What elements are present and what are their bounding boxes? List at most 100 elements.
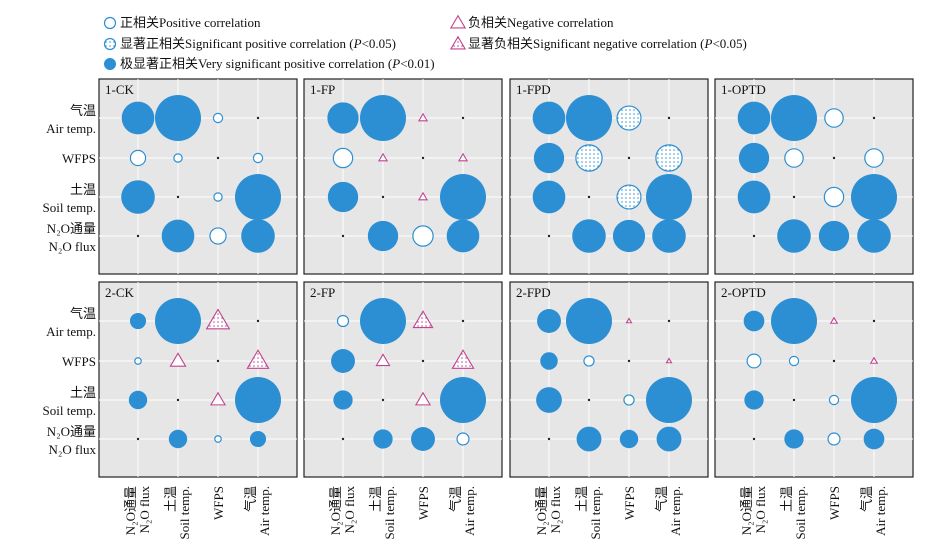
column-label-en: WFPS [622,486,637,520]
correlation-mark [784,429,804,449]
column-label: N₂O通量 N₂O flux [739,486,768,536]
correlation-mark [246,349,270,369]
correlation-mark [627,156,631,160]
correlation-mark [173,153,183,163]
correlation-mark [169,352,187,367]
correlation-mark [155,95,201,141]
legend-label-zh: 显著正相关 [120,36,185,51]
correlation-mark [121,180,155,214]
correlation-mark [777,219,811,253]
correlation-mark [417,191,429,201]
correlation-mark [209,391,227,406]
column-label-en: Soil temp. [382,486,397,539]
correlation-mark [375,353,391,367]
panel-1-optd: 1-OPTD [714,78,914,275]
correlation-mark [752,234,756,238]
legend-label-p: P [391,56,400,71]
correlation-mark [792,398,796,402]
row-label: WFPS [62,151,96,166]
correlation-mark [864,148,884,168]
correlation-mark [327,102,359,134]
correlation-mark [440,377,486,423]
correlation-mark [667,319,671,323]
correlation-mark [411,427,435,451]
correlation-mark [161,219,195,253]
legend: 正相关Positive correlation 负相关Negative corre… [103,14,747,71]
correlation-mark [616,184,642,210]
correlation-mark [532,101,566,135]
column-label: 土温 Soil temp. [779,486,808,539]
correlation-mark [547,437,551,441]
correlation-mark [646,174,692,220]
correlation-mark [212,112,224,124]
row-label-en: WFPS [62,354,96,369]
correlation-mark [213,192,223,202]
correlation-mark [155,298,201,344]
correlation-mark [417,112,429,122]
row-label-zh: 土温 [70,182,96,197]
column-label-zh: N₂O通量 [739,486,754,535]
column-label-en: WFPS [827,486,842,520]
correlation-mark [536,387,562,413]
correlation-mark [440,174,486,220]
correlation-mark [381,195,385,199]
correlation-mark [249,430,267,448]
legend-label-zh: 极显著正相关 [120,56,198,71]
column-label-en: Air temp. [668,486,683,536]
legend-symbol [449,14,467,29]
correlation-mark [121,101,155,135]
correlation-mark [583,355,595,367]
correlation-mark [241,219,275,253]
correlation-mark [532,180,566,214]
column-label: WFPS [211,486,226,520]
column-label: 气温 Air temp. [654,486,683,536]
panel-2-optd: 2-OPTD [714,281,914,478]
correlation-mark [572,219,606,253]
legend-label-en: Positive correlation [159,15,261,30]
panels: 1-CK 1-FP 1-FPD 1-OPTD 2-CK 2-FP 2-FPD 2-OPTD [98,78,914,478]
correlation-mark [656,426,682,452]
row-label: 气温 Air temp. [46,306,96,339]
legend-label-tail: <0.05) [712,36,746,51]
legend-symbol [103,37,117,51]
correlation-mark [587,195,591,199]
correlation-mark [537,309,561,333]
correlation-mark [857,219,891,253]
correlation-mark [771,298,817,344]
column-label: WFPS [416,486,431,520]
column-label: WFPS [827,486,842,520]
panel-1-fp: 1-FP [303,78,503,275]
column-label: 土温 Soil temp. [163,486,192,539]
row-label-en: Air temp. [46,324,96,339]
legend-item-positive: 正相关Positive correlation [103,15,261,30]
legend-item-very-sig-positive: 极显著正相关Very significant positive correlat… [104,56,435,71]
column-label-zh: 土温 [574,486,589,512]
row-label-zh: N₂O通量 [47,221,96,236]
legend-label-tail: <0.01) [400,56,434,71]
row-label-en: Soil temp. [43,403,96,418]
correlation-mark [752,437,756,441]
row-label: 土温 Soil temp. [43,385,96,418]
correlation-mark [828,394,840,406]
correlation-mark [863,428,885,450]
row-label-zh: 气温 [70,103,96,118]
correlation-mark [832,156,836,160]
correlation-mark [336,314,350,328]
column-label-en: Air temp. [873,486,888,536]
correlation-mark [412,310,434,329]
panel-title: 1-OPTD [721,82,766,97]
legend-label-en: Very significant positive correlation ( [198,56,392,71]
row-label-zh: 土温 [70,385,96,400]
row-label: 气温 Air temp. [46,103,96,136]
correlation-mark [655,144,683,172]
correlation-mark [851,377,897,423]
column-label: 土温 Soil temp. [574,486,603,539]
correlation-mark [421,156,425,160]
panel-1-fpd: 1-FPD [509,78,709,275]
correlation-mark [360,95,406,141]
correlation-mark [373,429,393,449]
correlation-mark [168,429,188,449]
row-labels: 气温 Air temp. WFPS 土温 Soil temp. N₂O通量 N₂O flux… [43,103,97,457]
legend-label: 负相关Negative correlation [468,15,614,30]
